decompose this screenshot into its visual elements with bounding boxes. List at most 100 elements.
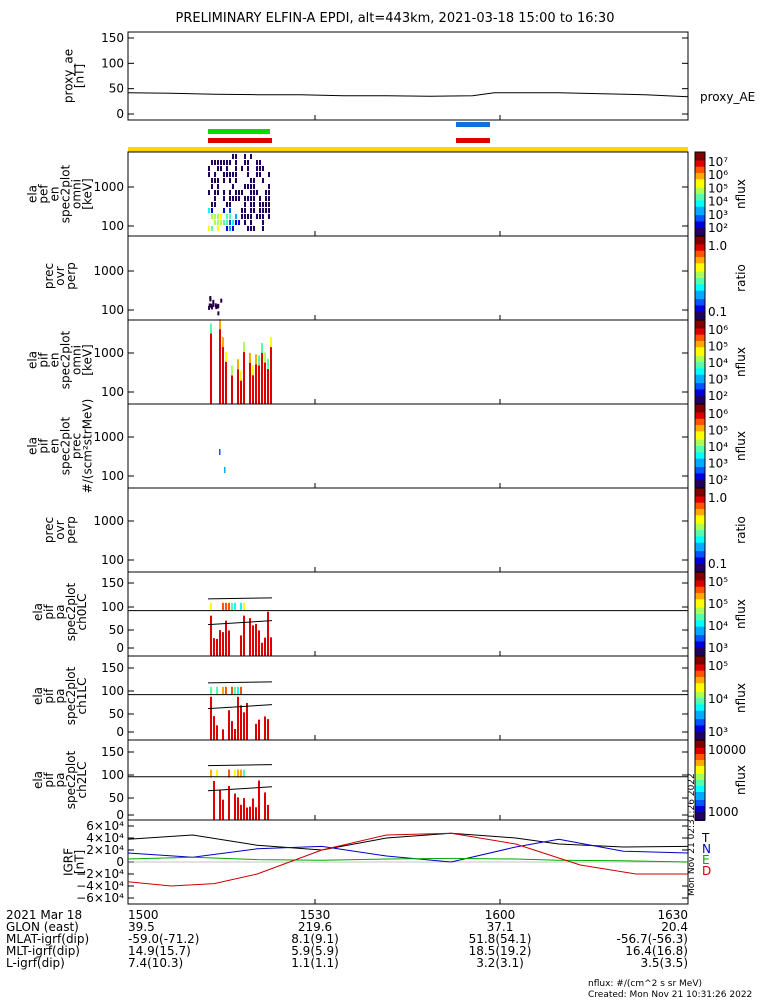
panel-ylabel-line: perp — [64, 262, 78, 290]
colorbar-swatch — [695, 691, 705, 695]
panel-ylabel-line: pa — [53, 605, 67, 620]
colorbar-swatch — [695, 784, 705, 787]
colorbar-swatch — [695, 473, 705, 477]
pa-pixel — [210, 602, 212, 611]
panel-ytick-ticklabel: 100 — [101, 385, 124, 399]
colorbar-swatch — [695, 605, 705, 609]
spectrogram-pixel — [211, 178, 213, 183]
colorbar-swatch — [695, 349, 705, 353]
pa-pixel — [240, 769, 242, 778]
colorbar-swatch — [695, 597, 705, 601]
footer-row-value: 1530 — [300, 908, 331, 922]
colorbar-swatch — [695, 475, 705, 479]
colorbar-swatch — [695, 282, 705, 286]
footer-row-label: 2021 Mar 18 — [6, 908, 82, 922]
colorbar-swatch — [695, 301, 705, 305]
pa-pixel — [219, 790, 221, 820]
spectrogram-pixel — [247, 214, 249, 219]
spectrogram-pixel — [211, 184, 213, 189]
colorbar-swatch — [695, 410, 705, 414]
igrf-legend-entry: N — [702, 842, 711, 856]
panel-pif_en_spec2plot_omni-pixels — [210, 319, 272, 404]
colorbar-ticklabel: 10⁶ — [708, 168, 728, 182]
colorbar-swatch — [695, 229, 705, 233]
panel-ylabel-line: pif — [42, 772, 56, 788]
spectrogram-pixel — [220, 166, 222, 171]
spectrogram-pixel — [268, 202, 270, 207]
colorbar-swatch — [695, 565, 705, 569]
colorbar-swatch — [695, 768, 705, 771]
colorbar-swatch — [695, 322, 705, 326]
panel-ylabel-line: prec — [42, 517, 56, 543]
colorbar-ticklabel: 10⁶ — [708, 323, 728, 337]
igrf-legend-entry: T — [701, 831, 710, 845]
spectrogram-pixel — [223, 196, 225, 201]
colorbar-swatch — [695, 420, 705, 424]
colorbar-ticklabel: 10³ — [708, 373, 728, 387]
pa-pixel — [210, 615, 212, 656]
ratio-pixel — [214, 303, 217, 308]
colorbar-swatch — [695, 338, 705, 343]
pa-pixel — [249, 806, 251, 820]
colorbar-swatch — [695, 212, 705, 217]
spectrogram-pixel — [268, 172, 270, 177]
pa-pixel — [213, 638, 215, 656]
pa-pixel — [225, 686, 227, 695]
colorbar-swatch — [695, 217, 705, 221]
colorbar-swatch — [695, 778, 705, 781]
colorbar-label: ratio — [734, 516, 748, 544]
colorbar-swatch — [695, 590, 705, 595]
colorbar-swatch — [695, 616, 705, 620]
colorbar-ticklabel: 1.0 — [708, 239, 727, 253]
colorbar-swatch — [695, 792, 705, 795]
spectrogram-pixel — [268, 190, 270, 195]
spectrogram-pixel — [223, 160, 225, 165]
spectrogram-pixel — [240, 380, 242, 404]
colorbar-swatch — [695, 702, 705, 706]
spectrogram-pixel — [208, 190, 210, 195]
colorbar-swatch — [695, 494, 705, 498]
colorbar-swatch — [695, 538, 705, 542]
colorbar-swatch — [695, 414, 705, 418]
colorbar-swatch — [695, 748, 705, 751]
panel-ytick-ticklabel: 100 — [101, 219, 124, 233]
pa-pixel — [225, 602, 227, 611]
pa-pixel — [222, 686, 224, 695]
colorbar-swatch — [695, 561, 705, 565]
spectrogram-pixel — [262, 166, 264, 171]
panel-ylabel-line: pif — [37, 352, 51, 368]
colorbar-swatch — [695, 800, 705, 803]
spectrogram-pixel — [226, 220, 228, 225]
spectrogram-pixel — [214, 214, 216, 219]
colorbar-swatch — [695, 704, 705, 708]
spectrogram-pixel — [265, 208, 267, 213]
ratio-pixel — [208, 305, 211, 310]
spectrogram-pixel — [219, 319, 221, 330]
colorbar-ticklabel: 1.0 — [708, 491, 727, 505]
spectrogram-pixel — [265, 196, 267, 201]
panel-ylabel-line: pa — [53, 773, 67, 788]
colorbar-swatch — [695, 658, 705, 662]
colorbar-swatch — [695, 208, 705, 212]
pa-pixel — [267, 719, 269, 740]
pa-pixel — [240, 804, 242, 820]
colorbar-swatch — [695, 687, 705, 691]
panel-ylabel-line: pif — [42, 688, 56, 704]
colorbar-label: nflux — [734, 347, 748, 377]
spectrogram-pixel — [232, 196, 234, 201]
spectrogram-pixel — [217, 166, 219, 171]
colorbar-swatch — [695, 723, 705, 727]
colorbar-swatch — [695, 425, 705, 429]
igrf-ylabel-line: [nT] — [73, 850, 87, 874]
colorbar-swatch — [695, 215, 705, 219]
spectrogram-pixel — [232, 226, 234, 231]
panel-ylabel-line: ela — [26, 437, 40, 455]
spectrogram-pixel — [265, 190, 267, 195]
colorbar-swatch — [695, 231, 705, 235]
colorbar-swatch — [695, 681, 705, 685]
colorbar-ticklabel: 1000 — [708, 805, 739, 819]
spectrogram-pixel — [237, 369, 239, 404]
anti-loss-cone-line — [207, 681, 273, 684]
